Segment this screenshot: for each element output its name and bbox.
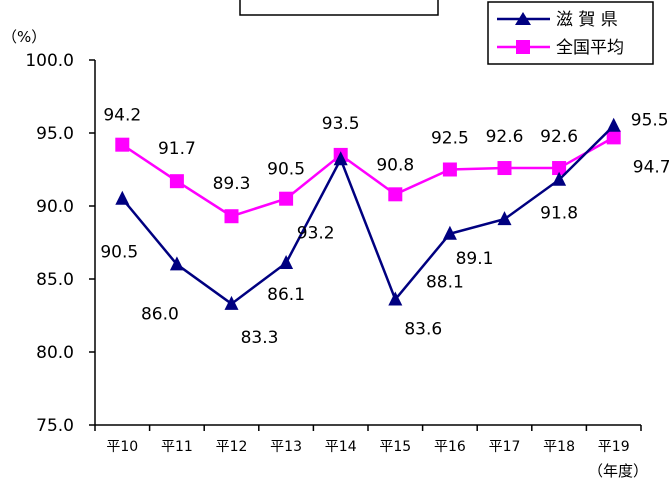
data-point-national [279, 191, 294, 206]
data-point-national [552, 161, 567, 176]
x-tick-label: 平10 [106, 439, 138, 455]
data-label-national: 94.7 [633, 157, 669, 177]
y-tick-label: 85.0 [36, 270, 74, 290]
y-ticks: 100.0 95.0 90.0 85.0 80.0 75.0 [25, 51, 95, 436]
data-label-shiga: 90.5 [100, 243, 138, 263]
data-label-shiga: 95.5 [631, 111, 669, 131]
x-tick-label: 平12 [216, 439, 248, 455]
x-unit-label: （年度） [588, 462, 648, 480]
data-point-national [115, 137, 130, 152]
data-point-national [224, 209, 239, 224]
data-labels: 90.5 86.0 83.3 86.1 93.2 83.6 88.1 89.1 91.8 95.5… [100, 106, 669, 348]
y-unit-label: （%） [2, 28, 46, 46]
data-label-shiga: 86.1 [267, 285, 305, 305]
data-point-national [497, 161, 512, 176]
legend: 滋 賀 県 全国平均 [487, 1, 654, 65]
data-point-national [442, 162, 457, 177]
data-label-national: 90.5 [267, 160, 305, 180]
title-box [239, 0, 439, 16]
x-tick-label: 平16 [434, 439, 466, 455]
y-tick-label: 90.0 [36, 197, 74, 217]
data-point-shiga [552, 171, 567, 186]
x-tick-label: 平17 [489, 439, 521, 455]
data-label-shiga: 83.3 [241, 328, 279, 348]
legend-label-shiga: 滋 賀 県 [556, 10, 618, 30]
series-line-national [121, 136, 615, 218]
data-label-national: 92.6 [540, 127, 578, 147]
legend-item-national: 全国平均 [497, 38, 624, 58]
data-label-shiga: 91.8 [540, 204, 578, 224]
series-layer [115, 117, 621, 310]
data-point-shiga [279, 254, 294, 269]
y-tick-label: 75.0 [36, 416, 74, 436]
data-point-national [606, 130, 621, 145]
data-label-national: 90.8 [376, 155, 414, 175]
data-label-shiga: 89.1 [456, 249, 494, 269]
x-ticks: 平10 平11 平12 平13 平14 平15 平16 平17 平18 平19 [94, 425, 642, 455]
x-tick-label: 平18 [543, 439, 575, 455]
x-tick-label: 平15 [379, 439, 411, 455]
y-tick-label: 100.0 [25, 51, 74, 71]
data-label-shiga: 88.1 [426, 273, 464, 293]
data-point-shiga [333, 151, 348, 166]
series-line-shiga [121, 124, 615, 306]
data-label-national: 93.5 [322, 114, 360, 134]
legend-marker-triangle-icon [515, 12, 531, 25]
legend-item-shiga: 滋 賀 県 [497, 10, 618, 30]
data-label-national: 92.5 [431, 129, 469, 149]
data-point-shiga [497, 211, 512, 226]
data-point-shiga [115, 190, 130, 205]
data-point-shiga [388, 291, 403, 306]
x-tick-label: 平19 [598, 439, 630, 455]
legend-box [487, 1, 654, 65]
x-tick-label: 平13 [270, 439, 302, 455]
x-tick-label: 平14 [325, 439, 357, 455]
data-point-national [388, 187, 403, 202]
data-label-national: 91.7 [158, 139, 196, 159]
data-point-national [169, 174, 184, 189]
y-tick-label: 80.0 [36, 343, 74, 363]
data-point-shiga [224, 295, 239, 310]
data-label-national: 92.6 [486, 127, 524, 147]
legend-label-national: 全国平均 [556, 38, 624, 58]
data-label-shiga: 86.0 [141, 304, 179, 324]
data-label-national: 94.2 [103, 106, 141, 126]
data-label-shiga: 93.2 [297, 223, 335, 243]
data-point-shiga [606, 117, 621, 132]
legend-marker-square-icon [516, 40, 530, 54]
data-point-shiga [442, 225, 457, 240]
x-tick-label: 平11 [161, 439, 193, 455]
data-point-shiga [169, 256, 184, 271]
data-label-shiga: 83.6 [404, 319, 442, 339]
data-label-national: 89.3 [213, 174, 251, 194]
y-tick-label: 95.0 [36, 124, 74, 144]
